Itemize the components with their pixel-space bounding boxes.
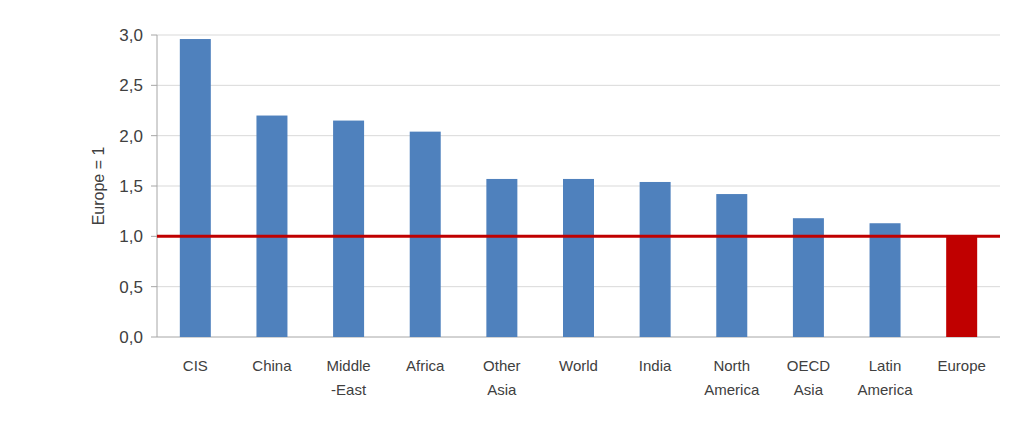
bar <box>180 39 211 337</box>
y-tick-label: 0,0 <box>119 328 143 347</box>
bar <box>486 179 517 337</box>
y-axis-label: Europe = 1 <box>90 147 107 226</box>
bar <box>333 121 364 337</box>
y-tick <box>151 35 157 36</box>
x-tick-label: Middle-East <box>326 357 370 398</box>
reference-line <box>157 235 1000 238</box>
x-tick-label: CIS <box>183 357 208 374</box>
x-tick-label: LatinAmerica <box>858 357 914 398</box>
grid-line <box>157 236 1000 237</box>
bars <box>157 39 1000 337</box>
y-tick <box>151 337 157 338</box>
y-tick-label: 1,5 <box>119 177 143 196</box>
x-tick-label: India <box>639 357 672 374</box>
y-tick <box>151 186 157 187</box>
x-tick-label: OtherAsia <box>483 357 521 398</box>
grid-line <box>157 85 1000 86</box>
y-axis-line <box>157 35 158 337</box>
grid-line <box>157 35 1000 36</box>
chart-container: 0,0 0,5 1,0 1,5 2,0 2,5 3,0 Europe = 1 CIS China M… <box>0 0 1023 432</box>
y-tick-label: 2,5 <box>119 76 143 95</box>
chart-svg: 0,0 0,5 1,0 1,5 2,0 2,5 3,0 Europe = 1 CIS China M… <box>0 0 1023 432</box>
x-tick-label: China <box>252 357 292 374</box>
bar <box>563 179 594 337</box>
bar <box>716 194 747 337</box>
y-tick-label: 2,0 <box>119 127 143 146</box>
x-tick-label: OECDAsia <box>787 357 831 398</box>
bar <box>410 132 441 337</box>
y-tick-label: 3,0 <box>119 26 143 45</box>
y-tick-label: 1,0 <box>119 227 143 246</box>
y-tick <box>151 236 157 237</box>
y-tick <box>151 85 157 86</box>
x-tick-label: World <box>559 357 598 374</box>
bar <box>640 182 671 337</box>
y-tick <box>151 135 157 136</box>
y-tick <box>151 286 157 287</box>
y-tick-label: 0,5 <box>119 278 143 297</box>
bar <box>870 223 901 337</box>
bar <box>256 116 287 337</box>
bar <box>946 236 977 337</box>
x-tick-label: Africa <box>406 357 445 374</box>
x-tick-label: NorthAmerica <box>704 357 760 398</box>
x-tick-label: Europe <box>937 357 985 374</box>
